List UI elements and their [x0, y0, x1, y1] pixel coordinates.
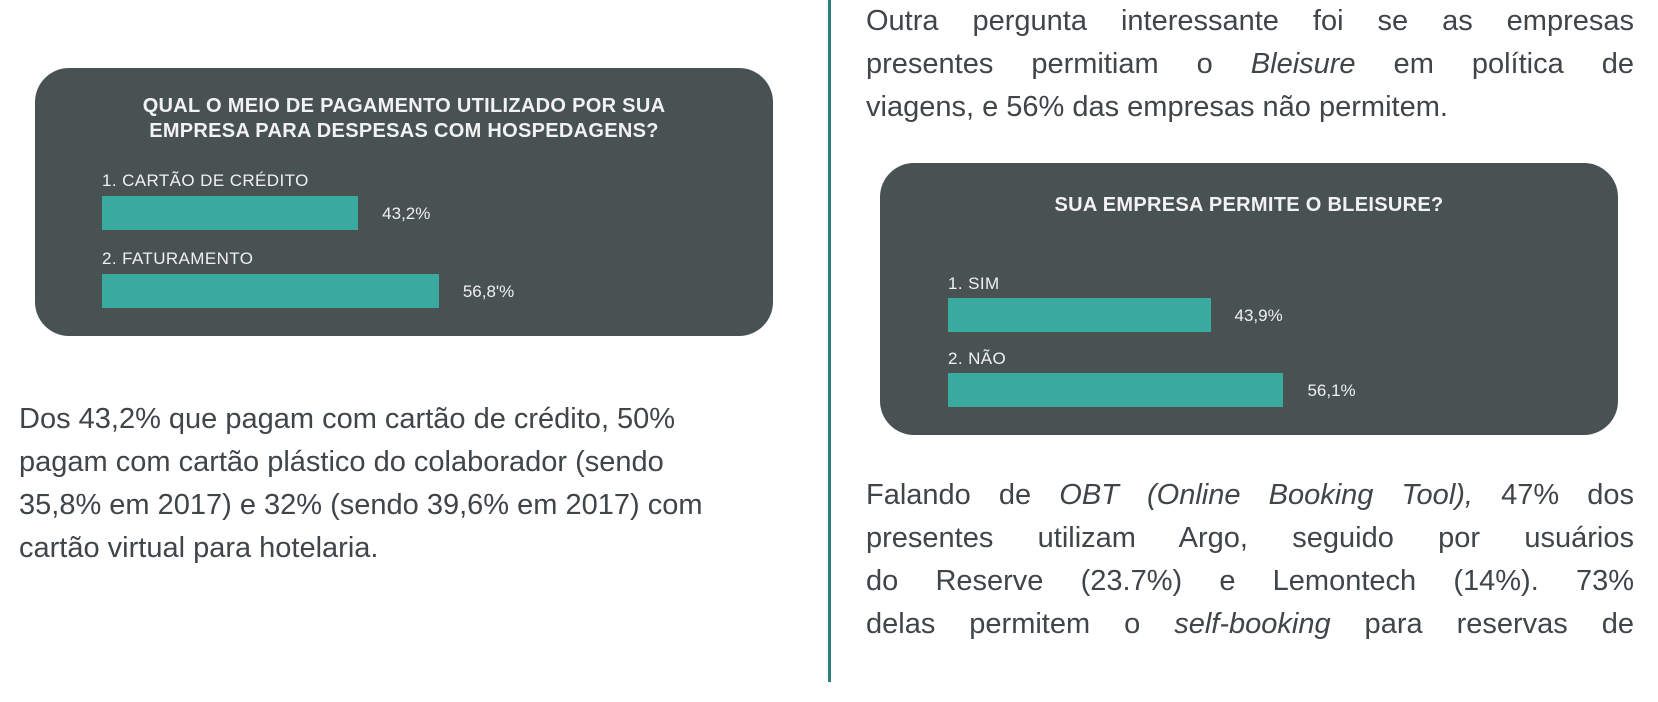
bar-value-label: 43,2% — [382, 204, 431, 223]
bar — [102, 274, 439, 308]
right-top-paragraph: Outra pergunta interessante foi se as em… — [866, 0, 1634, 129]
payment-method-chart-card: QUAL O MEIO DE PAGAMENTO UTILIZADO POR S… — [35, 68, 773, 336]
text-line: Falando de OBT (Online Booking Tool), 47… — [866, 479, 1635, 511]
text-line: Dos 43,2% que pagam com cartão de crédit… — [19, 403, 676, 435]
bar — [948, 298, 1211, 332]
bar — [948, 373, 1284, 407]
bar-label: 2. NÃO — [948, 349, 1007, 368]
bar — [102, 196, 359, 230]
bar-label: 2. FATURAMENTO — [102, 249, 254, 268]
bar-value-label: 43,9% — [1234, 306, 1283, 325]
chart-title-line: EMPRESA PARA DESPESAS COM HOSPEDAGENS? — [149, 120, 659, 142]
right-bottom-paragraph: Falando de OBT (Online Booking Tool), 47… — [866, 474, 1634, 646]
chart-title: QUAL O MEIO DE PAGAMENTO UTILIZADO POR S… — [35, 94, 773, 144]
chart-title-line: SUA EMPRESA PERMITE O BLEISURE? — [1054, 194, 1444, 216]
text-line: presentes permitiam o Bleisure em políti… — [866, 48, 1634, 80]
chart-title-line: QUAL O MEIO DE PAGAMENTO UTILIZADO POR S… — [142, 95, 666, 117]
left-paragraph: Dos 43,2% que pagam com cartão de crédit… — [19, 398, 809, 570]
bar-value-label: 56,8'% — [462, 282, 515, 301]
text-line: viagens, e 56% das empresas não permitem… — [866, 91, 1448, 123]
text-line: do Reserve (23.7%) e Lemontech (14%). 73… — [866, 565, 1634, 597]
text-line: Outra pergunta interessante foi se as em… — [866, 5, 1634, 37]
bar-value-label: 56,1% — [1307, 381, 1356, 400]
text-line: 35,8% em 2017) e 32% (sendo 39,6% em 201… — [19, 489, 703, 521]
text-line: delas permitem o self-booking para reser… — [866, 608, 1634, 640]
bar-label: 1. SIM — [948, 274, 1000, 293]
bar-label: 1. CARTÃO DE CRÉDITO — [102, 171, 309, 190]
text-line: pagam com cartão plástico do colaborador… — [19, 446, 664, 478]
chart-title: SUA EMPRESA PERMITE O BLEISURE? — [880, 193, 1618, 218]
text-line: cartão virtual para hotelaria. — [19, 532, 379, 564]
bleisure-chart-card: SUA EMPRESA PERMITE O BLEISURE? 1. SIM 43… — [880, 163, 1618, 435]
text-line: presentes utilizam Argo, seguido por usu… — [866, 522, 1634, 554]
column-divider — [828, 0, 831, 682]
